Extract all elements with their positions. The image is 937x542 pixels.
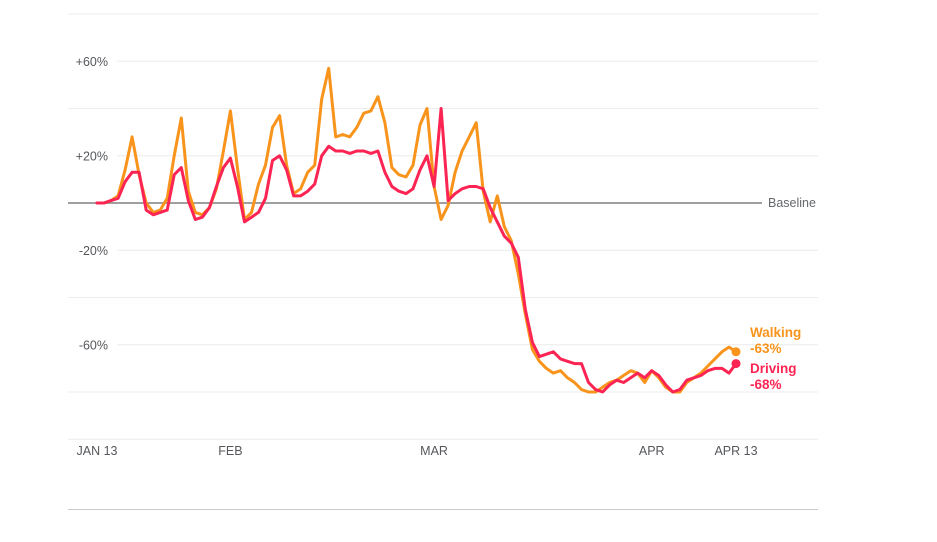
walking-endpoint-dot (731, 347, 741, 357)
legend-walking: Walking -63% (750, 325, 801, 356)
legend-driving-name: Driving (750, 361, 797, 376)
x-tick-label: APR 13 (714, 444, 757, 458)
y-tick-label: +20% (76, 149, 108, 163)
legend-driving: Driving -68% (750, 361, 801, 392)
bottom-separator-line (68, 509, 818, 510)
x-tick-label: APR (639, 444, 665, 458)
x-tick-label: MAR (420, 444, 448, 458)
y-tick-label: -20% (79, 244, 108, 258)
chart-legend: Walking -63% Driving -68% (750, 325, 801, 392)
legend-walking-value: -63% (750, 340, 782, 356)
y-tick-label: -60% (79, 338, 108, 352)
y-tick-label: +60% (76, 55, 108, 69)
walking-line (95, 66, 738, 394)
driving-endpoint-dot (731, 359, 741, 369)
x-tick-label: JAN 13 (77, 444, 118, 458)
driving-line (95, 107, 738, 394)
baseline-label: Baseline (768, 196, 816, 210)
legend-walking-name: Walking (750, 325, 802, 340)
legend-driving-value: -68% (750, 376, 782, 392)
x-tick-label: FEB (218, 444, 242, 458)
